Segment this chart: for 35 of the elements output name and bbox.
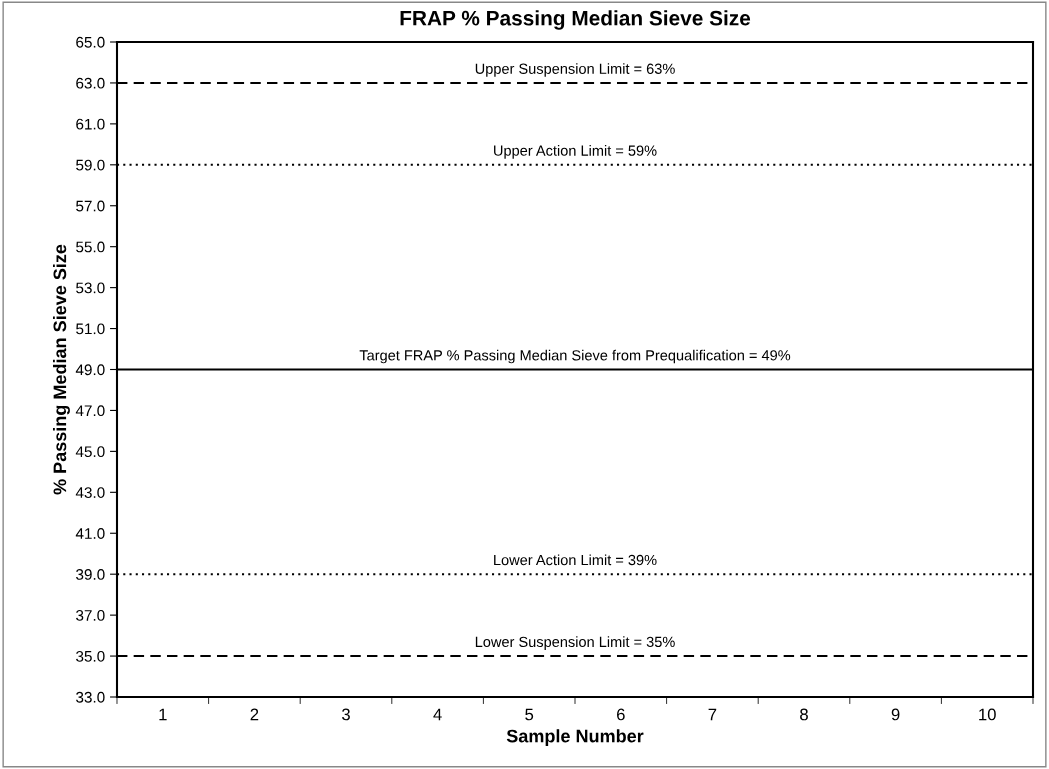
y-tick-label: 43.0 <box>75 487 105 498</box>
y-tick-label: 59.0 <box>76 159 105 171</box>
y-tick-label: 41.0 <box>75 528 105 539</box>
chart-title: FRAP % Passing Median Sieve Size <box>400 10 751 30</box>
x-tick-label: 3 <box>342 708 350 721</box>
ref-line-label: Lower Action Limit = 39% <box>494 554 657 566</box>
y-tick-label: 47.0 <box>75 405 105 417</box>
y-tick-label: 63.0 <box>76 77 105 89</box>
x-tick-label: 7 <box>708 708 717 721</box>
ref-line-label: Upper Suspension Limit = 63% <box>475 63 675 77</box>
y-axis-title: % Passing Median Sieve Size <box>53 244 70 495</box>
ref-line-label: Upper Action Limit = 59% <box>494 145 657 159</box>
y-tick-label: 57.0 <box>76 200 105 212</box>
x-axis-title: Sample Number <box>506 729 644 747</box>
y-tick-label: 39.0 <box>76 569 105 580</box>
x-tick-label: 8 <box>800 708 808 721</box>
ref-line-label: Lower Suspension Limit = 35% <box>475 636 675 650</box>
y-tick-label: 37.0 <box>76 609 105 621</box>
y-tick-label: 45.0 <box>75 446 105 458</box>
y-tick-label: 35.0 <box>76 650 105 662</box>
y-tick-label: 53.0 <box>76 282 105 294</box>
x-tick-label: 1 <box>159 708 167 721</box>
x-tick-label: 9 <box>891 708 900 721</box>
y-tick-label: 49.0 <box>75 364 105 376</box>
y-tick-label: 65.0 <box>76 36 105 48</box>
y-tick-label: 55.0 <box>76 241 105 253</box>
x-tick-label: 4 <box>433 708 442 721</box>
ref-line-label: Target FRAP % Passing Median Sieve from Prequalification = 49% <box>359 349 791 364</box>
x-tick-label: 2 <box>250 708 259 721</box>
x-tick-label: 10 <box>979 708 996 721</box>
y-tick-label: 33.0 <box>76 691 105 703</box>
x-tick-label: 5 <box>525 708 534 721</box>
y-tick-label: 51.0 <box>76 323 105 335</box>
x-tick-label: 6 <box>617 708 625 721</box>
y-tick-label: 61.0 <box>76 118 105 130</box>
